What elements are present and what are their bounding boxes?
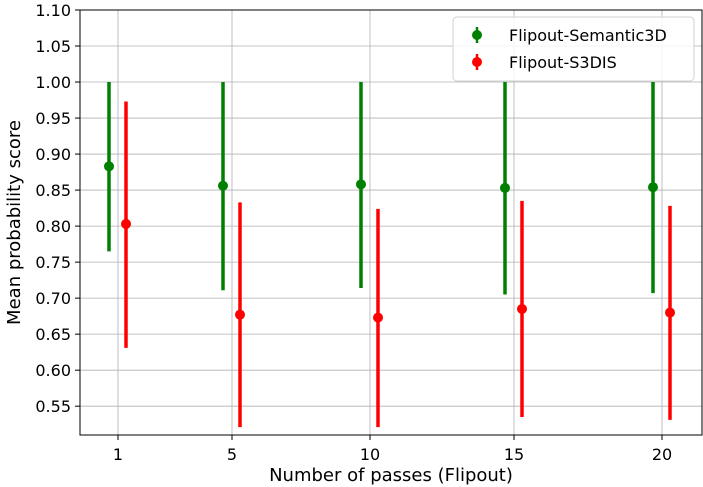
data-point — [356, 179, 366, 190]
y-tick-label: 0.65 — [35, 325, 71, 344]
y-axis-label: Mean probability score — [4, 120, 25, 325]
plot-frame — [79, 9, 703, 436]
y-tick-label: 0.85 — [35, 181, 71, 200]
data-point — [517, 303, 527, 314]
legend-item: Flipout-S3DIS — [472, 53, 617, 72]
x-tick-label: 5 — [227, 445, 237, 464]
data-point — [665, 307, 675, 318]
data-point — [373, 312, 383, 323]
x-tick-label: 15 — [504, 445, 524, 464]
legend-label: Flipout-S3DIS — [509, 53, 617, 72]
x-tick-label: 10 — [360, 445, 380, 464]
y-tick-label: 1.10 — [35, 1, 71, 20]
legend-marker — [472, 57, 482, 67]
y-tick-label: 1.05 — [35, 37, 71, 56]
data-point — [121, 218, 131, 229]
y-tick-label: 0.60 — [35, 361, 71, 380]
data-point — [104, 161, 114, 172]
series-s3dis — [121, 101, 675, 428]
y-tick-label: 0.90 — [35, 145, 71, 164]
y-tick-label: 0.95 — [35, 109, 71, 128]
data-point — [648, 182, 658, 193]
error-bars — [104, 82, 675, 428]
legend-box — [452, 16, 695, 82]
legend-marker — [472, 30, 482, 40]
y-tick-label: 1.00 — [35, 73, 71, 92]
y-tick-label: 0.75 — [35, 253, 71, 272]
y-tick-label: 0.55 — [35, 397, 71, 416]
x-tick-label: 1 — [113, 445, 123, 464]
axis-ticks: 0.55 0.60 0.65 0.70 0.75 0.80 0.85 0.90 0.95 1.00… — [35, 1, 672, 464]
data-point — [218, 180, 228, 191]
y-tick-label: 0.80 — [35, 217, 71, 236]
legend-item: Flipout-Semantic3D — [472, 26, 667, 45]
series-semantic3d — [104, 82, 658, 295]
data-point — [235, 309, 245, 320]
x-axis-label: Number of passes (Flipout) — [269, 465, 513, 486]
legend: Flipout-Semantic3D Flipout-S3DIS — [452, 16, 695, 82]
y-tick-label: 0.70 — [35, 289, 71, 308]
legend-label: Flipout-Semantic3D — [509, 26, 667, 45]
data-point — [500, 182, 510, 193]
x-tick-label: 20 — [652, 445, 672, 464]
